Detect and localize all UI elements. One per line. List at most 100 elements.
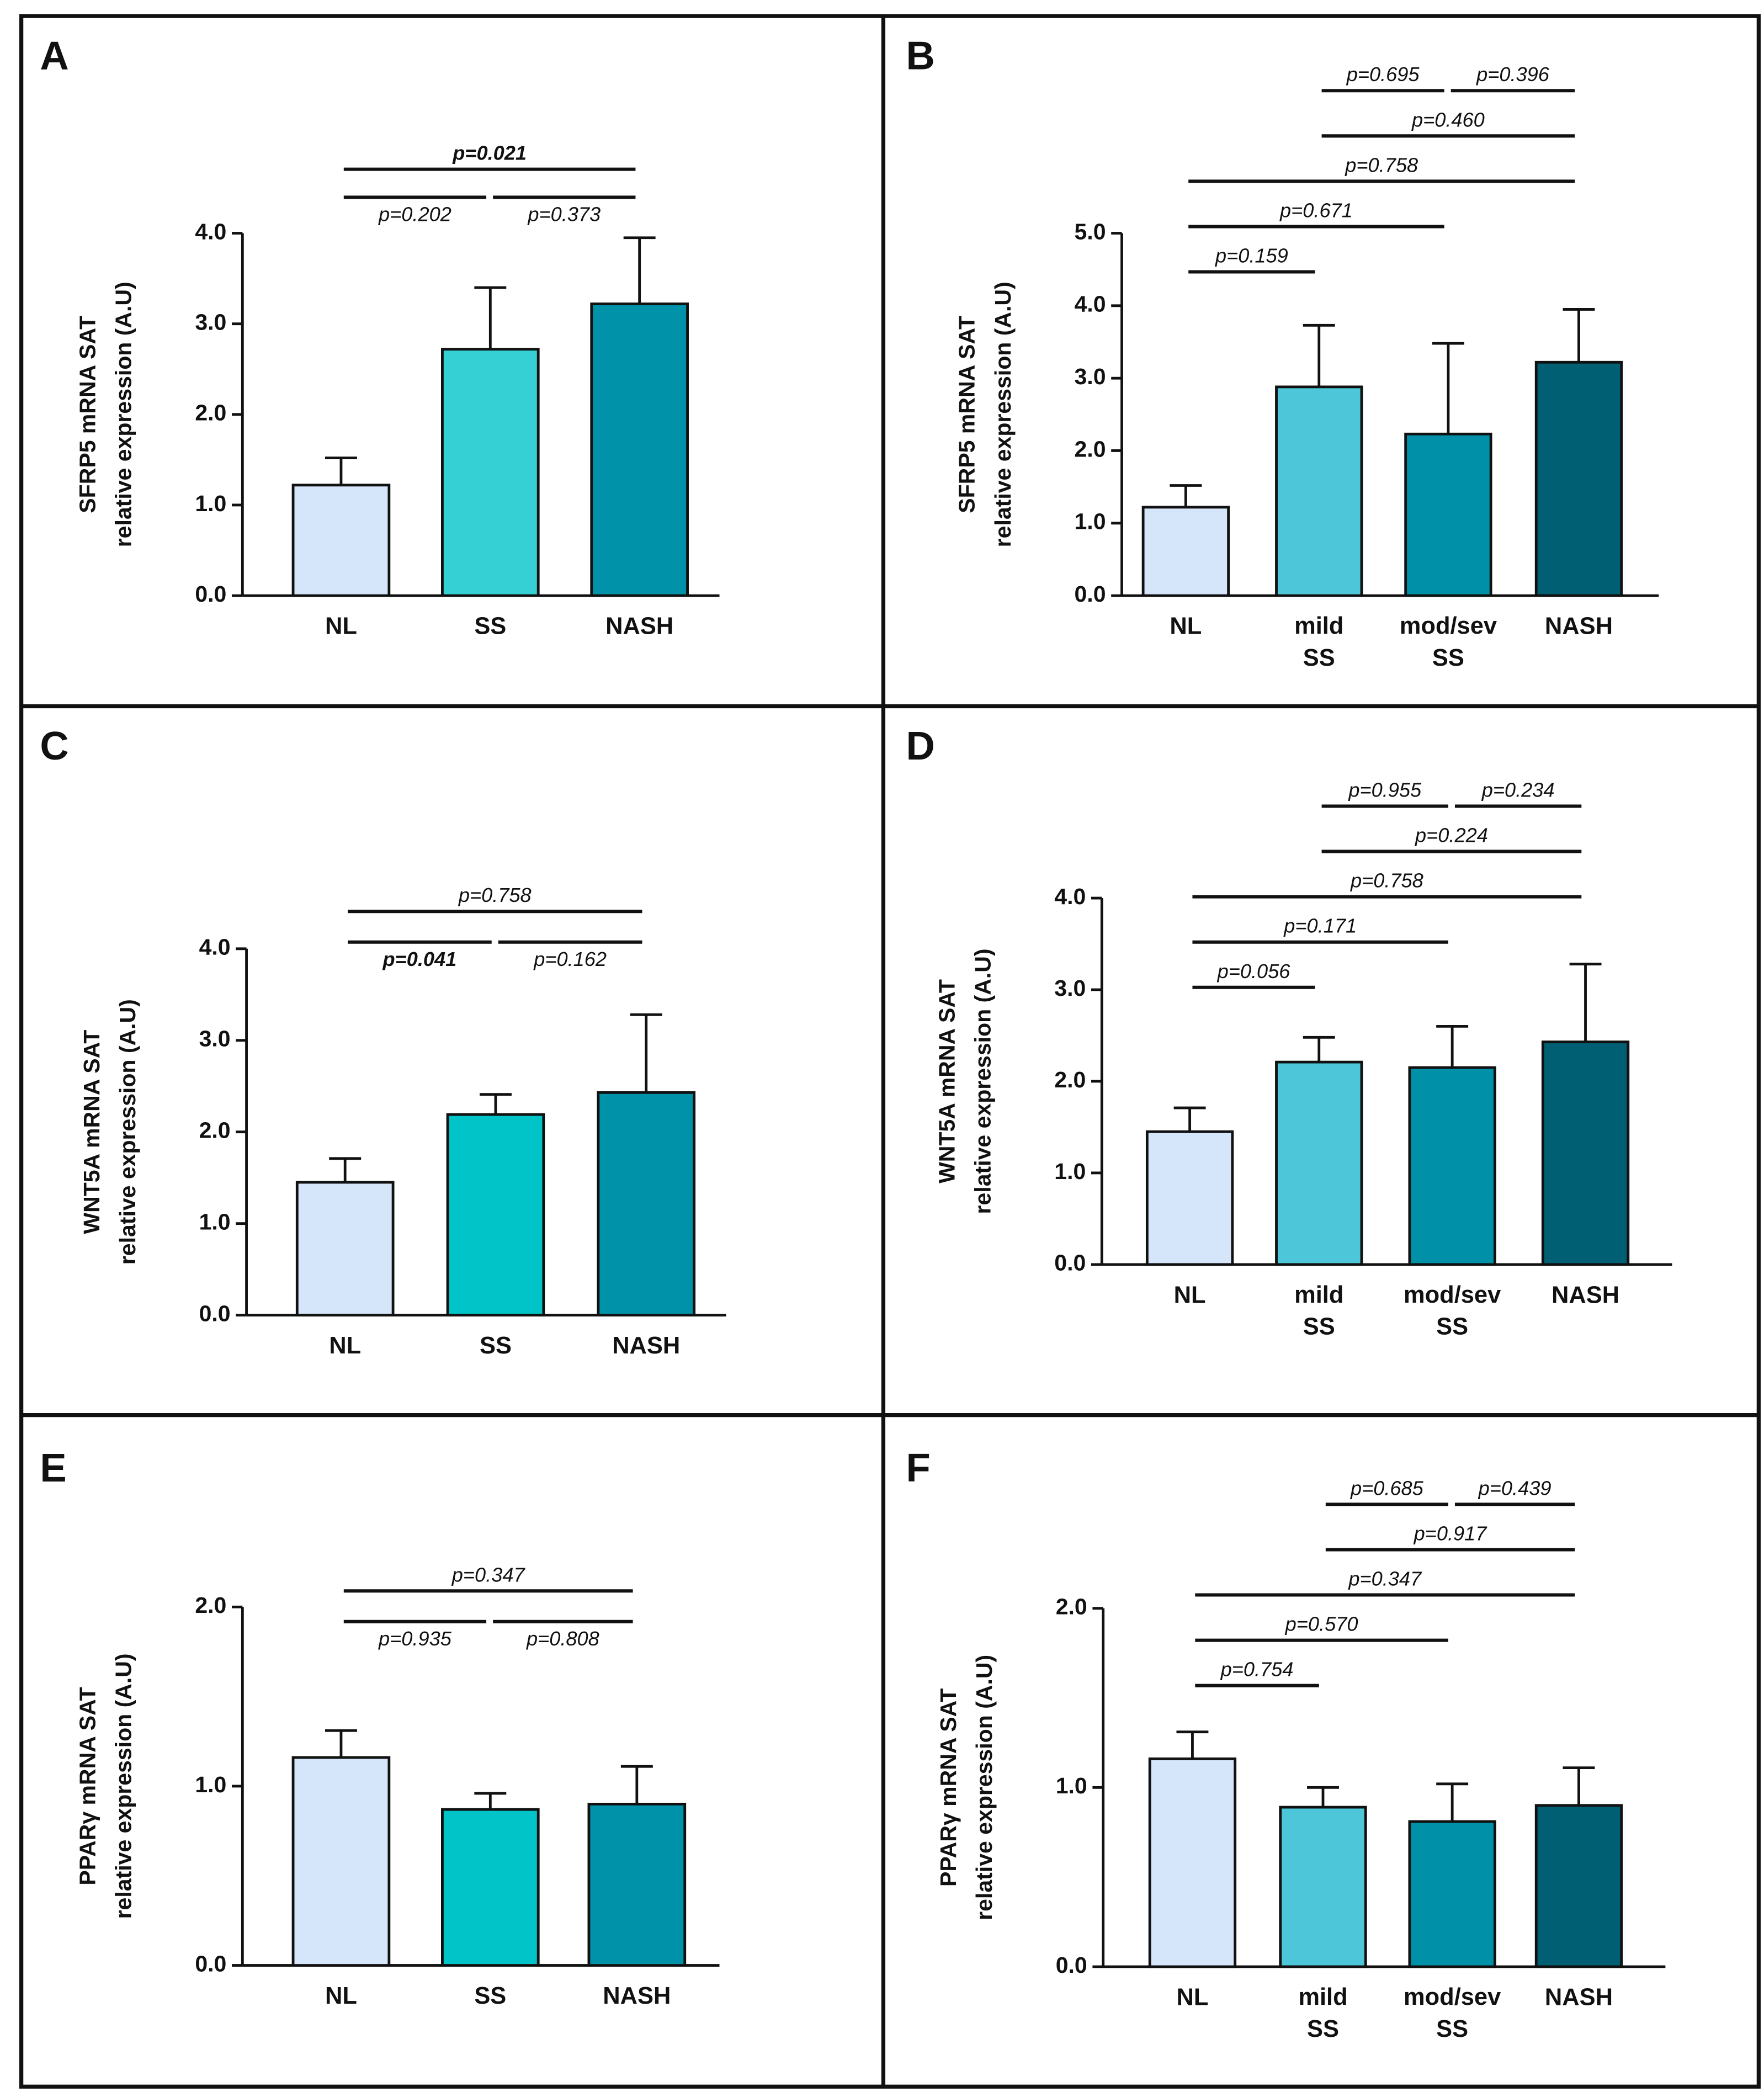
- p-value: p=0.162: [533, 948, 607, 970]
- panel-letter: F: [906, 1446, 930, 1490]
- y-tick-label: 1.0: [1054, 1159, 1086, 1184]
- x-tick-label: NASH: [605, 613, 673, 640]
- y-tick-label: 1.0: [1075, 509, 1106, 534]
- x-tick-label: SS: [474, 613, 506, 640]
- panel-letter: C: [40, 724, 68, 768]
- panel-letter: B: [906, 33, 934, 78]
- p-value: p=0.808: [526, 1627, 599, 1650]
- y-tick-label: 2.0: [199, 1118, 231, 1143]
- y-tick-label: 2.0: [195, 1592, 226, 1618]
- bar: [1408, 1820, 1496, 1968]
- bar: [1534, 360, 1623, 597]
- bar: [441, 348, 540, 597]
- bar: [295, 1181, 395, 1317]
- p-value: p=0.347: [1348, 1568, 1422, 1590]
- y-tick-label: 4.0: [1054, 884, 1086, 909]
- p-value: p=0.754: [1220, 1658, 1294, 1681]
- frame: [19, 14, 1761, 2089]
- p-value: p=0.396: [1476, 63, 1550, 86]
- p-value: p=0.695: [1346, 63, 1420, 86]
- y-tick-label: 4.0: [195, 219, 226, 244]
- bar: [441, 1808, 540, 1967]
- bar: [1404, 432, 1492, 597]
- y-tick-label: 4.0: [1075, 291, 1106, 317]
- p-value: p=0.021: [452, 142, 527, 164]
- bar: [1145, 1130, 1234, 1266]
- x-tick-label: NASH: [612, 1332, 680, 1359]
- y-tick-label: 0.0: [1056, 1952, 1087, 1978]
- y-tick-label: 1.0: [199, 1209, 231, 1234]
- x-tick-label: NASH: [1552, 1282, 1619, 1308]
- y-tick-label: 2.0: [195, 400, 226, 426]
- bar: [1541, 1040, 1630, 1266]
- p-value: p=0.917: [1414, 1522, 1488, 1544]
- bar: [291, 1756, 391, 1967]
- y-axis-label: PPARγ mRNA SAT: [936, 1689, 961, 1887]
- bar: [597, 1091, 696, 1317]
- y-tick-label: 5.0: [1075, 219, 1106, 244]
- y-tick-label: 3.0: [195, 310, 226, 335]
- p-value: p=0.460: [1411, 108, 1485, 131]
- x-tick-label: NL: [1176, 1984, 1208, 2010]
- x-tick-label: SS: [480, 1332, 512, 1359]
- y-tick-label: 0.0: [195, 1951, 226, 1976]
- y-axis-label: WNT5A mRNA SAT: [934, 979, 960, 1183]
- x-tick-label: mod/sev SS: [1400, 613, 1497, 672]
- y-axis-label: SFRP5 mRNA SAT: [75, 316, 100, 513]
- x-tick-label: NL: [325, 613, 357, 640]
- p-value: p=0.041: [382, 948, 456, 970]
- panel-letter: A: [40, 33, 68, 78]
- bar: [1534, 1804, 1623, 1968]
- x-tick-label: mod/sev SS: [1404, 1984, 1501, 2042]
- panel-letter: E: [40, 1446, 66, 1490]
- p-value: p=0.439: [1478, 1477, 1552, 1499]
- x-tick-label: NL: [1170, 613, 1202, 640]
- y-axis-label: WNT5A mRNA SAT: [79, 1030, 104, 1234]
- bar: [587, 1802, 687, 1967]
- y-axis-label: relative expression (A.U): [111, 282, 136, 547]
- bar: [291, 484, 391, 597]
- p-value: p=0.224: [1415, 824, 1488, 847]
- x-tick-label: mild SS: [1298, 1984, 1347, 2042]
- x-tick-label: mild SS: [1294, 613, 1343, 672]
- p-value: p=0.758: [1345, 153, 1418, 176]
- y-tick-label: 1.0: [195, 1772, 226, 1797]
- y-axis-label: SFRP5 mRNA SAT: [954, 316, 980, 513]
- p-value: p=0.234: [1481, 779, 1555, 801]
- y-axis-label: relative expression (A.U): [971, 1655, 997, 1920]
- p-value: p=0.202: [378, 203, 451, 226]
- y-tick-label: 3.0: [199, 1026, 231, 1052]
- y-tick-label: 1.0: [195, 491, 226, 516]
- bar: [1279, 1806, 1367, 1968]
- x-tick-label: mod/sev SS: [1404, 1282, 1501, 1340]
- p-value: p=0.056: [1217, 960, 1291, 983]
- p-value: p=0.955: [1348, 779, 1422, 801]
- y-tick-label: 3.0: [1075, 364, 1106, 389]
- x-tick-label: SS: [474, 1983, 506, 2009]
- x-tick-label: NASH: [603, 1983, 671, 2009]
- x-tick-label: mild SS: [1294, 1282, 1343, 1340]
- p-value: p=0.171: [1283, 915, 1357, 937]
- y-axis-label: relative expression (A.U): [970, 948, 996, 1214]
- x-tick-label: NL: [325, 1983, 357, 2009]
- y-tick-label: 2.0: [1054, 1067, 1086, 1092]
- x-tick-label: NL: [1174, 1282, 1206, 1308]
- bar: [590, 302, 689, 597]
- p-value: p=0.347: [451, 1563, 526, 1586]
- y-tick-label: 1.0: [1056, 1773, 1087, 1798]
- y-axis-label: relative expression (A.U): [115, 999, 140, 1265]
- p-value: p=0.570: [1285, 1613, 1358, 1636]
- y-axis-label: relative expression (A.U): [111, 1653, 136, 1919]
- x-tick-label: NASH: [1545, 1984, 1613, 2010]
- bar: [1408, 1066, 1496, 1266]
- bar: [1275, 385, 1363, 597]
- y-tick-label: 2.0: [1056, 1594, 1087, 1620]
- y-tick-label: 0.0: [1075, 581, 1106, 607]
- bar: [1148, 1757, 1237, 1968]
- p-value: p=0.758: [458, 884, 532, 906]
- x-tick-label: NL: [329, 1332, 361, 1359]
- y-tick-label: 3.0: [1054, 975, 1086, 1001]
- p-value: p=0.758: [1350, 869, 1423, 892]
- bar: [1141, 506, 1230, 597]
